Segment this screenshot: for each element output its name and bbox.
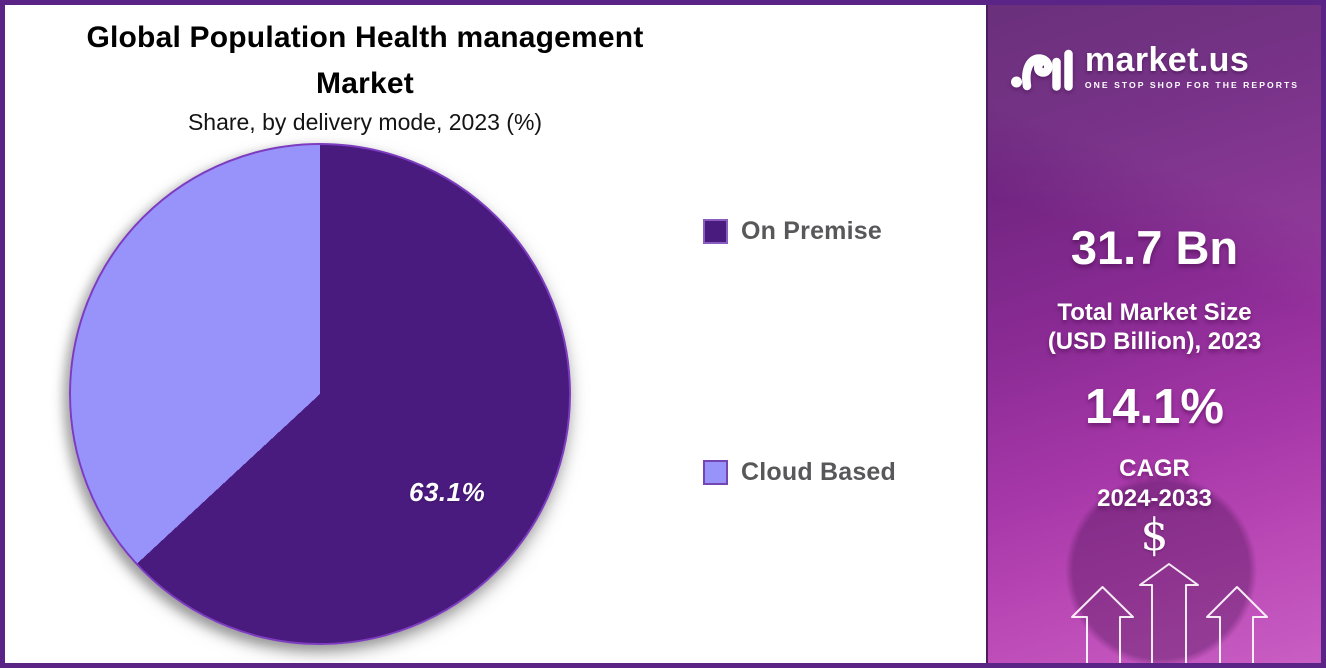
chart-title-line1: Global Population Health management bbox=[86, 21, 644, 54]
marketus-logo-icon bbox=[1010, 49, 1073, 91]
chart-header: Global Population Health management Mark… bbox=[5, 15, 725, 136]
cagr-label-line2: 2024-2033 bbox=[1097, 485, 1212, 512]
chart-title-line2: Market bbox=[316, 67, 414, 100]
brand-logo: market.us ONE STOP SHOP FOR THE REPORTS bbox=[988, 41, 1321, 91]
legend-item-cloud-based: Cloud Based bbox=[703, 458, 896, 487]
pie-slice-data-label: 63.1% bbox=[409, 477, 486, 507]
chart-subtitle: Share, by delivery mode, 2023 (%) bbox=[187, 109, 543, 135]
pie-chart bbox=[69, 143, 571, 645]
cagr-label-line1: CAGR bbox=[1119, 455, 1190, 482]
cagr-label: CAGR 2024-2033 bbox=[988, 454, 1321, 514]
cagr-value: 14.1% bbox=[1085, 380, 1224, 434]
legend-swatch bbox=[703, 219, 728, 244]
dollar-sign: $ bbox=[1140, 510, 1169, 561]
legend-label: Cloud Based bbox=[741, 458, 896, 486]
total-market-size-label: Total Market Size (USD Billion), 2023 bbox=[988, 298, 1321, 356]
legend-swatch bbox=[703, 460, 728, 485]
legend-item-on-premise: On Premise bbox=[703, 217, 882, 246]
growth-arrows-icon bbox=[1071, 563, 1268, 663]
total-market-size-label-line1: Total Market Size bbox=[1057, 299, 1252, 326]
brand-sidebar: market.us ONE STOP SHOP FOR THE REPORTS … bbox=[986, 5, 1321, 663]
total-market-size-value: 31.7 Bn bbox=[1070, 221, 1239, 274]
legend-label: On Premise bbox=[741, 217, 882, 245]
logo-tagline: ONE STOP SHOP FOR THE REPORTS bbox=[1084, 79, 1300, 90]
total-market-size-label-line2: (USD Billion), 2023 bbox=[1047, 328, 1262, 355]
logo-name: market.us bbox=[1084, 40, 1250, 79]
logo-text-block: market.us ONE STOP SHOP FOR THE REPORTS bbox=[1085, 43, 1299, 90]
